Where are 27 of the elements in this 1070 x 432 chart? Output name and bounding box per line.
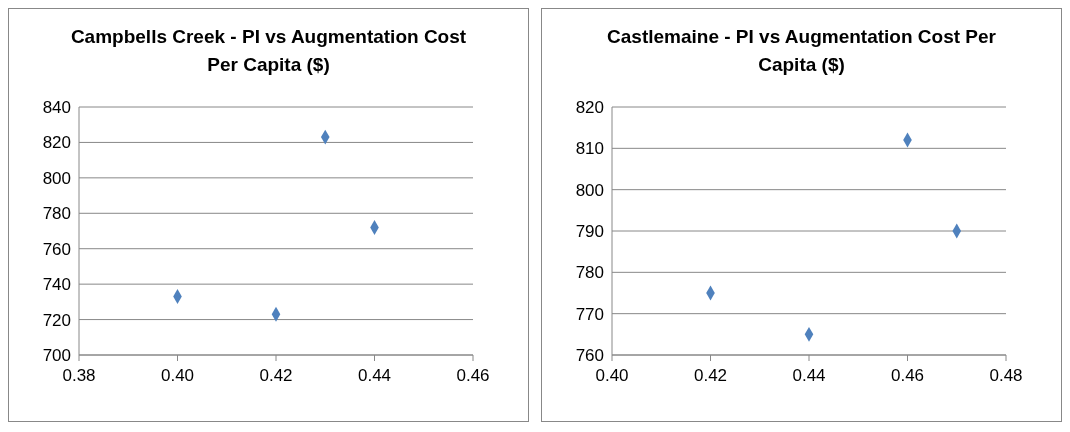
x-tick-label: 0.40 (595, 366, 629, 386)
y-tick-label: 790 (575, 222, 604, 242)
y-tick-label: 840 (42, 98, 71, 118)
x-tick-label: 0.48 (989, 366, 1023, 386)
x-tick-label: 0.46 (456, 366, 490, 386)
y-tick-label: 700 (42, 346, 71, 366)
y-tick-label: 740 (42, 275, 71, 295)
chart-title: Castlemaine - PI vs Augmentation Cost Per Capita ($) (606, 25, 997, 77)
y-tick-label: 820 (575, 98, 604, 118)
y-tick-label: 810 (575, 139, 604, 159)
chart-title: Campbells Creek - PI vs Augmentation Cost Per Capita ($) (69, 25, 468, 77)
x-tick-label: 0.38 (62, 366, 96, 386)
y-tick-label: 780 (42, 204, 71, 224)
y-tick-label: 760 (42, 239, 71, 259)
x-tick-label: 0.40 (160, 366, 195, 386)
y-tick-label: 770 (575, 304, 604, 324)
y-tick-label: 800 (42, 168, 71, 188)
x-tick-label: 0.44 (792, 366, 826, 386)
x-tick-label: 0.42 (259, 366, 293, 386)
x-tick-label: 0.46 (890, 366, 925, 386)
y-tick-label: 780 (575, 263, 604, 283)
y-tick-label: 820 (42, 133, 71, 153)
x-tick-label: 0.42 (693, 366, 728, 386)
y-tick-label: 720 (42, 310, 71, 330)
y-tick-label: 760 (575, 346, 604, 366)
x-tick-label: 0.44 (357, 366, 392, 386)
y-tick-label: 800 (575, 180, 604, 200)
